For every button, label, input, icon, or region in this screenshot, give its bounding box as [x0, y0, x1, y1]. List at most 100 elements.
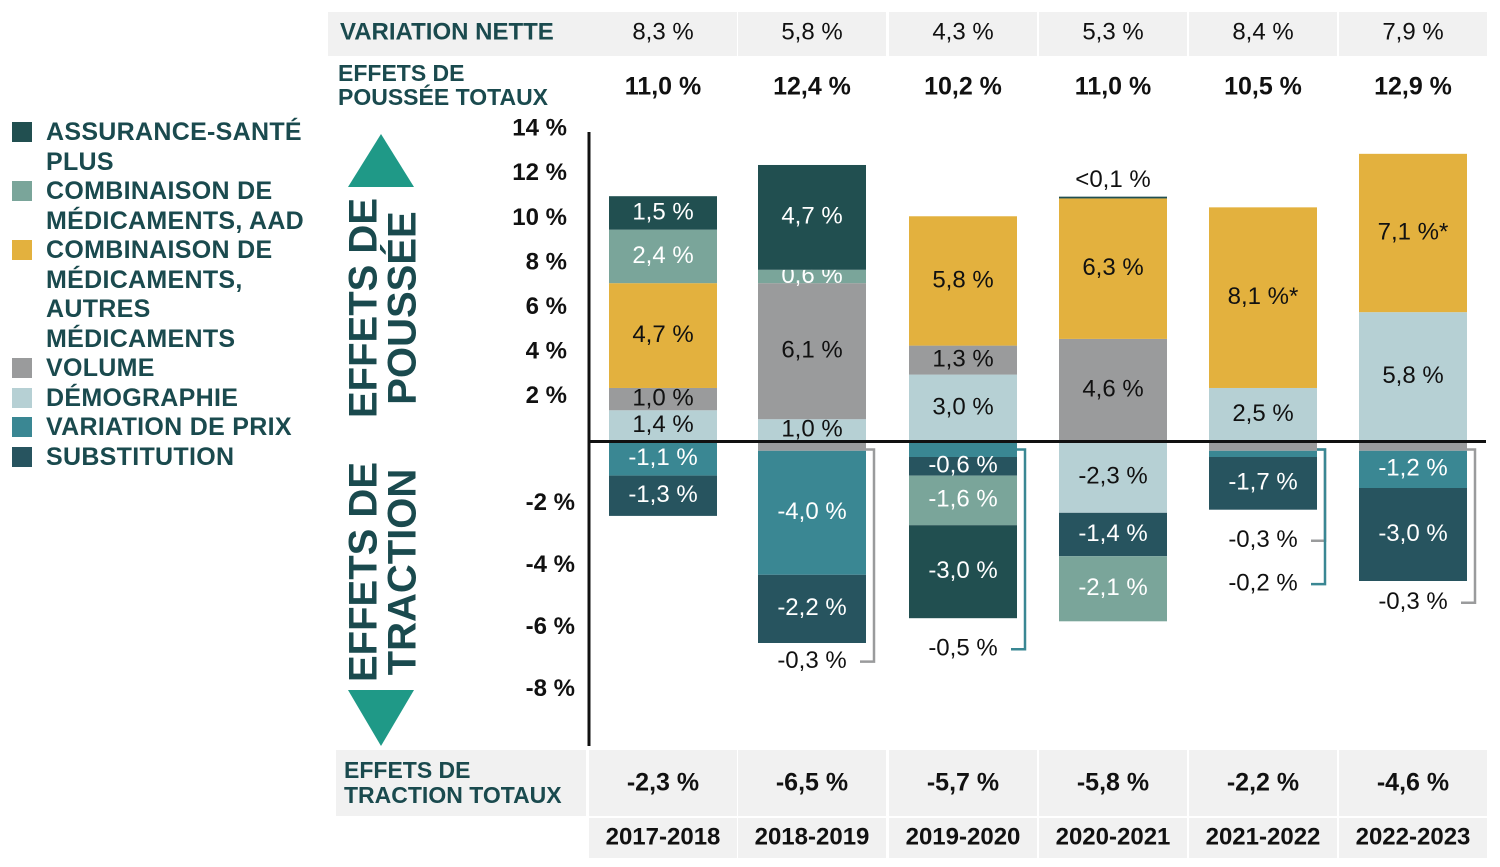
net-variation-value: 8,4 %	[1232, 18, 1293, 45]
bar-segment-label: -1,3 %	[628, 481, 697, 508]
bar-segment-substitution	[1209, 457, 1317, 510]
callout-label: <0,1 %	[1075, 166, 1150, 193]
bar-segment-label: 1,0 %	[781, 416, 842, 443]
callout-label: -0,3 %	[1378, 588, 1447, 615]
bar-segment-label: 8,1 %*	[1228, 283, 1299, 310]
bar-segment-volume	[1359, 441, 1467, 451]
total-pull-cell	[589, 750, 737, 816]
y-tick-label: -2 %	[526, 489, 575, 516]
bar-segment-label: 6,1 %	[781, 337, 842, 364]
bar-segment-prix	[758, 450, 866, 575]
axis-title-push-2: POUSSÉE	[380, 211, 425, 404]
legend: ASSURANCE-SANTÉ PLUS COMBINAISON DE MÉDI…	[12, 118, 322, 472]
bar-segment-label: 7,1 %*	[1378, 218, 1449, 245]
bar-segment-substitution	[609, 475, 717, 516]
legend-label-substitution: SUBSTITUTION	[46, 442, 235, 471]
axis-title-pull-2: TRACTION	[381, 469, 425, 676]
bar-segment-label: 1,3 %	[932, 345, 993, 372]
legend-item-substitution: SUBSTITUTION	[12, 443, 322, 473]
bar-segment-demographie	[909, 374, 1017, 442]
net-variation-cell	[1189, 12, 1337, 56]
y-tick-label: -4 %	[526, 551, 575, 578]
callout-label: -0,2 %	[1228, 569, 1297, 596]
bar-segment-demographie	[758, 419, 866, 442]
bar-segment-assurance	[758, 164, 866, 270]
bar-segment-aad	[758, 269, 866, 284]
year-cell	[1039, 818, 1187, 858]
callout-label: -0,5 %	[928, 635, 997, 662]
total-pull-value: -6,5 %	[776, 769, 848, 797]
year-label: 2018-2019	[755, 823, 870, 850]
bar-segment-assurance	[1059, 196, 1167, 199]
bar-segment-volume	[758, 283, 866, 420]
y-tick-label: -8 %	[526, 675, 575, 702]
year-label: 2022-2023	[1356, 823, 1471, 850]
bar-segment-label: -0,6 %	[928, 452, 997, 479]
footer-label-cell	[336, 750, 586, 816]
year-cell	[1339, 818, 1487, 858]
net-variation-cell	[589, 12, 737, 56]
total-pull-cell	[1189, 750, 1337, 816]
bar-segment-volume	[758, 441, 866, 451]
year-cell	[889, 818, 1037, 858]
bar-segment-label: -1,6 %	[928, 486, 997, 513]
total-pull-value: -4,6 %	[1377, 769, 1449, 797]
axis-title-pull-1: EFFETS DE	[342, 462, 386, 682]
bar-segment-label: -1,1 %	[628, 444, 697, 471]
legend-label-aad: COMBINAISON DE MÉDICAMENTS, AAD	[46, 177, 305, 235]
y-tick-label: 2 %	[526, 382, 567, 409]
legend-item-autres: COMBINAISON DE MÉDICAMENTS, AUTRES MÉDIC…	[12, 236, 322, 354]
y-tick-label: 10 %	[512, 204, 567, 231]
total-pull-cell	[1339, 750, 1487, 816]
bar-segment-demographie	[609, 410, 717, 442]
bar-segment-autres	[1209, 207, 1317, 388]
bar-segment-label: -4,0 %	[777, 498, 846, 525]
row-label-total-push-1: EFFETS DE	[338, 60, 465, 86]
year-label: 2020-2021	[1056, 823, 1171, 850]
bar-segment-label: -2,2 %	[777, 594, 846, 621]
total-push-value: 10,5 %	[1224, 73, 1302, 101]
bar-segment-substitution	[909, 457, 1017, 476]
y-tick-label: 8 %	[526, 248, 567, 275]
row-label-total-pull-1: EFFETS DE	[344, 757, 471, 783]
bar-segment-substitution	[758, 574, 866, 643]
year-label: 2017-2018	[606, 823, 721, 850]
legend-item-demographie: DÉMOGRAPHIE	[12, 384, 322, 414]
bar-segment-label: -3,0 %	[1378, 520, 1447, 547]
bar-segment-label: -3,0 %	[928, 557, 997, 584]
row-label-total-push-2: POUSSÉE TOTAUX	[338, 83, 549, 110]
total-pull-value: -5,7 %	[927, 769, 999, 797]
legend-item-prix: VARIATION DE PRIX	[12, 413, 322, 443]
total-pull-value: -2,3 %	[627, 769, 699, 797]
pull-down-arrow-icon	[348, 690, 414, 746]
callout-leader-line	[860, 448, 876, 663]
row-label-total-pull-2: TRACTION TOTAUX	[344, 782, 562, 808]
bar-segment-substitution	[1059, 512, 1167, 557]
bar-segment-volume	[1059, 338, 1167, 442]
bar-segment-label: -2,1 %	[1078, 574, 1147, 601]
callout-leader-line	[1011, 448, 1027, 651]
net-variation-cell	[738, 12, 886, 56]
bar-segment-autres	[1359, 153, 1467, 313]
callout-label: -0,3 %	[1228, 526, 1297, 553]
legend-label-volume: VOLUME	[46, 354, 155, 382]
bar-segment-volume	[909, 345, 1017, 375]
bar-segment-prix	[909, 441, 1017, 457]
legend-swatch-prix	[12, 417, 32, 437]
bar-segment-demographie	[1209, 387, 1317, 442]
bar-segment-aad	[1059, 556, 1167, 622]
year-label: 2019-2020	[906, 823, 1021, 850]
y-tick-label: 4 %	[526, 338, 567, 365]
bar-segment-label: 2,5 %	[1232, 400, 1293, 427]
bar-segment-assurance	[609, 196, 717, 230]
callout-leader-line	[1461, 448, 1477, 604]
row-label-net-variation: VARIATION NETTE	[340, 18, 554, 45]
bar-segment-demographie	[1059, 441, 1167, 513]
bar-segment-label: 1,0 %	[632, 384, 693, 411]
year-cell	[738, 818, 886, 858]
bar-segment-demographie	[1359, 312, 1467, 442]
bar-segment-autres	[909, 216, 1017, 346]
bar-segment-autres	[1059, 198, 1167, 339]
bar-segment-prix	[609, 441, 717, 476]
